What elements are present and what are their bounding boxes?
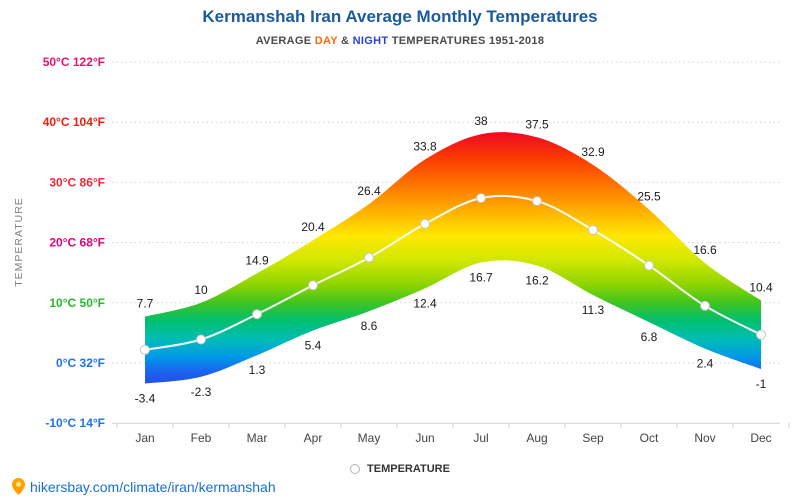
subtitle-amp: & [337,35,353,47]
legend-label: TEMPERATURE [367,463,450,475]
subtitle-suffix: TEMPERATURES 1951-2018 [388,35,545,47]
mean-temperature-point[interactable] [476,193,486,204]
temperature-band [145,132,761,384]
night-temp-label: -1 [756,377,767,391]
footer-link[interactable]: hikersbay.com/climate/iran/kermanshah [30,478,276,495]
day-temp-label: 14.9 [245,253,269,267]
mean-temperature-point[interactable] [308,280,318,291]
subtitle-night-word: NIGHT [352,35,389,47]
night-temp-label: 11.3 [582,303,605,317]
night-temp-label: -3.4 [135,392,156,406]
mean-temperature-point[interactable] [644,260,654,271]
footer: hikersbay.com/climate/iran/kermanshah [12,478,276,495]
day-temp-label: 16.6 [693,243,717,257]
x-axis-label: Nov [694,431,715,445]
night-temp-label: 8.6 [361,319,378,333]
night-temp-label: 2.4 [697,357,714,371]
x-axis-label: Jul [473,431,488,445]
y-axis-label: 30°C 86°F [49,175,105,189]
x-axis-label: Jun [415,431,434,445]
x-axis-label: Oct [640,431,659,445]
mean-temperature-point[interactable] [756,329,766,340]
y-axis-label: 40°C 104°F [43,115,105,129]
mean-temperature-point[interactable] [364,252,374,263]
legend[interactable]: TEMPERATURE [0,463,800,475]
day-temp-label: 25.5 [637,190,661,204]
day-temp-label: 10 [194,283,208,297]
subtitle-day-word: DAY [314,35,338,47]
night-temp-label: 16.7 [469,271,493,285]
mean-temperature-point[interactable] [420,218,430,229]
x-axis-label: Mar [247,431,268,445]
chart-subtitle: AVERAGE DAY & NIGHT TEMPERATURES 1951-20… [0,35,800,47]
night-temp-label: 1.3 [249,363,266,377]
x-axis-label: Apr [304,431,323,445]
day-temp-label: 26.4 [357,184,381,198]
day-temp-label: 37.5 [525,117,549,131]
mean-temperature-point[interactable] [196,334,206,345]
y-axis-label: 0°C 32°F [56,356,105,370]
location-pin-icon [12,478,25,495]
night-temp-label: 12.4 [413,296,437,310]
legend-circle-icon [350,464,361,474]
day-temp-label: 38 [474,114,488,128]
x-axis-label: Dec [750,431,771,445]
mean-temperature-point[interactable] [252,309,262,320]
x-axis-label: Jan [135,431,154,445]
day-temp-label: 10.4 [749,280,773,294]
y-axis-label: -10°C 14°F [45,416,105,430]
y-axis-label: 20°C 68°F [49,236,105,250]
mean-temperature-point[interactable] [700,300,710,311]
mean-temperature-point[interactable] [140,344,150,355]
x-axis-label: Sep [582,431,604,445]
y-axis-label: 10°C 50°F [49,296,105,310]
day-temp-label: 7.7 [137,297,154,311]
mean-temperature-point[interactable] [588,225,598,235]
night-temp-label: -2.3 [191,385,212,399]
day-temp-label: 32.9 [581,145,605,159]
night-temp-label: 16.2 [525,274,549,288]
chart-title: Kermanshah Iran Average Monthly Temperat… [202,7,598,26]
x-axis-label: Aug [526,431,547,445]
day-temp-label: 20.4 [301,220,325,234]
x-axis-label: May [358,431,381,445]
night-temp-label: 6.8 [641,330,658,344]
night-temp-label: 5.4 [305,339,322,353]
x-axis-label: Feb [191,431,212,445]
y-axis-label: 50°C 122°F [43,55,105,69]
mean-temperature-point[interactable] [532,196,542,207]
subtitle-prefix: AVERAGE [255,35,315,47]
day-temp-label: 33.8 [413,140,437,154]
